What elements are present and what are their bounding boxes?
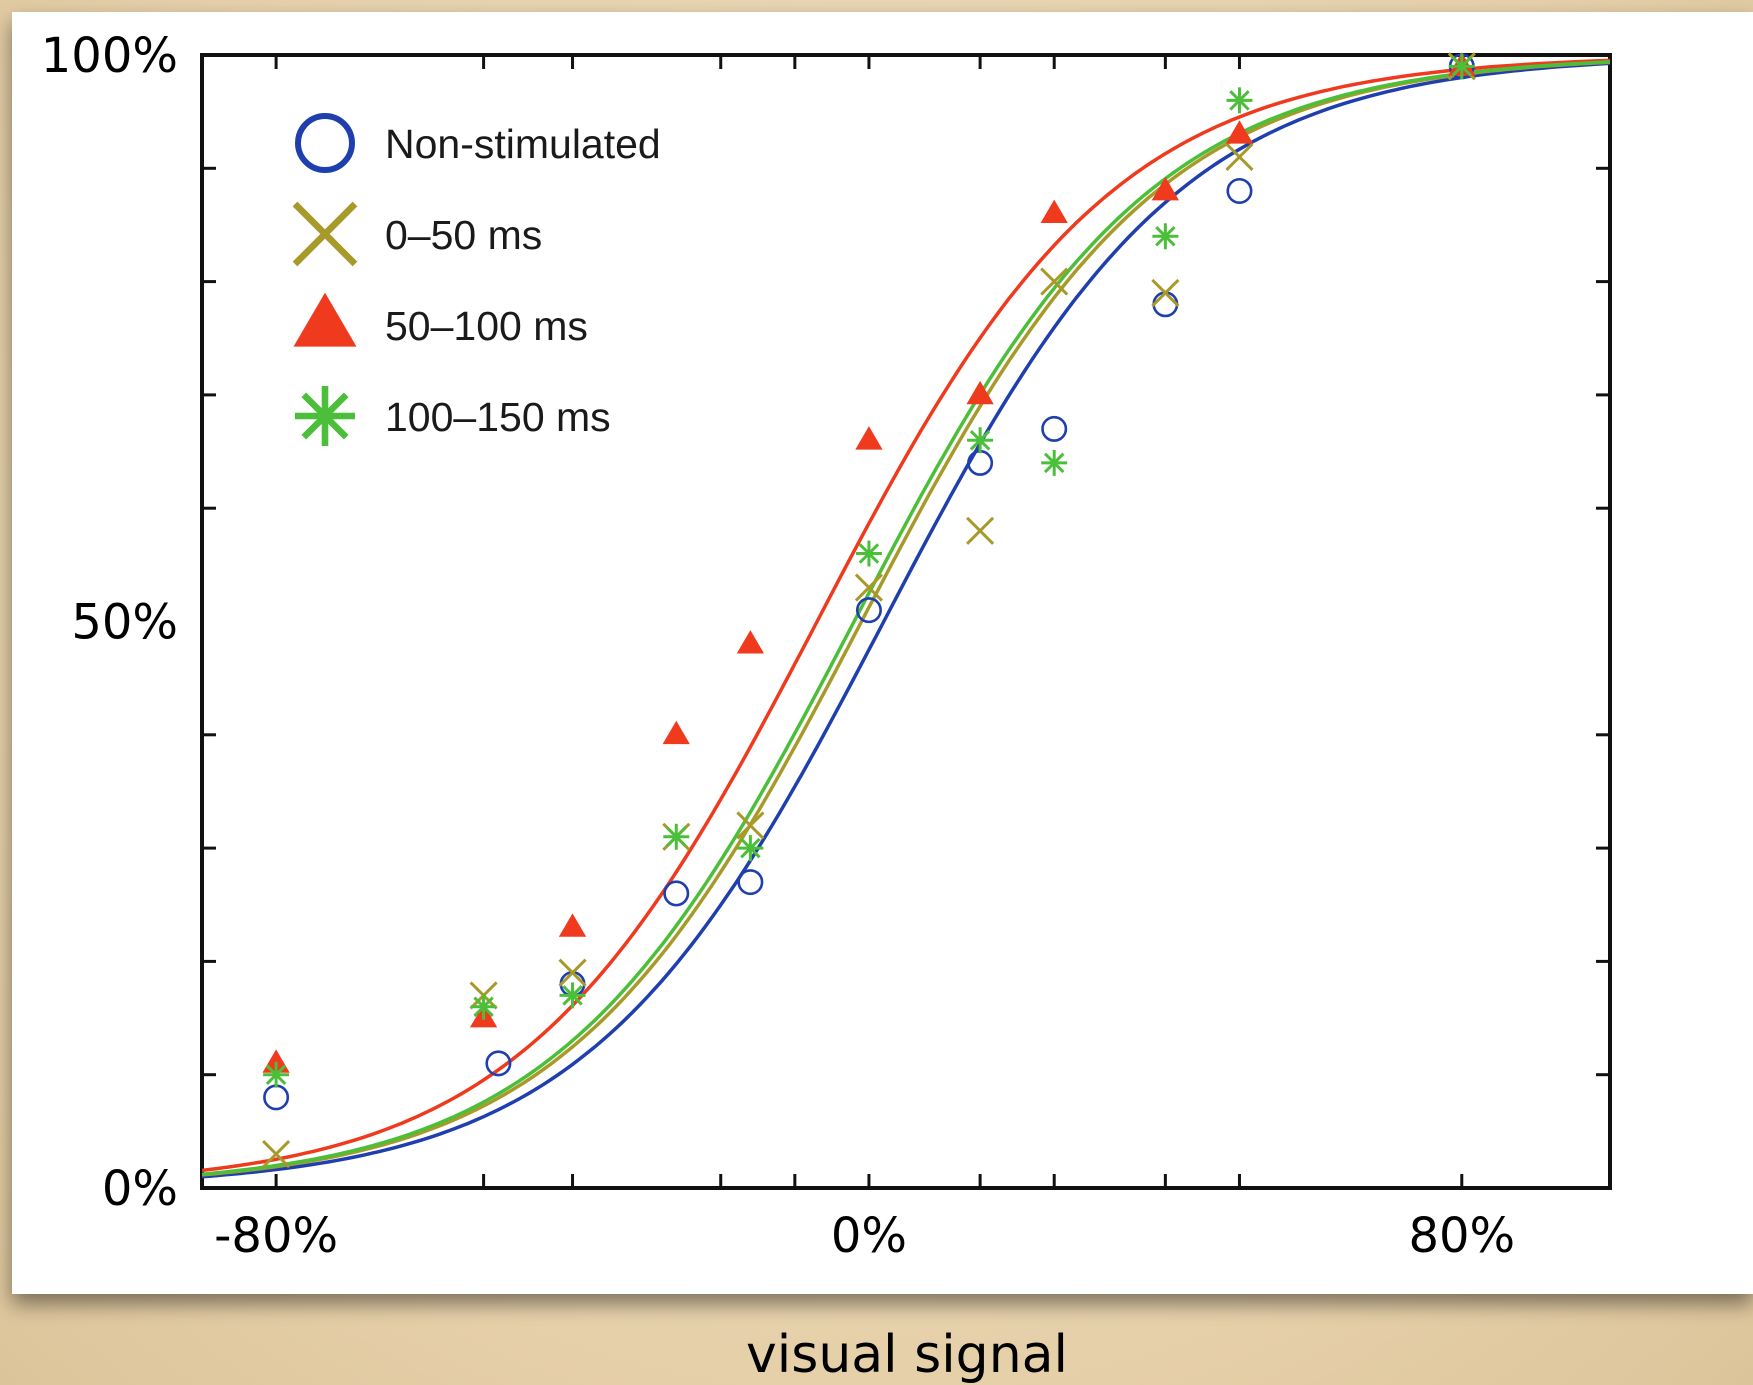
legend-marker (295, 386, 355, 446)
x-tick-label: -80% (214, 1208, 338, 1264)
data-point (663, 880, 690, 907)
data-point (558, 958, 587, 987)
fit-curve (202, 61, 1610, 1179)
x-tick-label: 0% (831, 1208, 907, 1264)
fit-curve (202, 58, 1610, 1173)
data-point (1448, 53, 1475, 80)
data-point (855, 426, 883, 450)
data-point (966, 516, 995, 545)
data-point (662, 720, 690, 745)
legend-label: 100–150 ms (385, 394, 611, 440)
legend: Non-stimulated 0–50 ms 50–100 ms 100–150 ms (292, 113, 661, 446)
data-markers (262, 52, 1476, 1169)
data-point (737, 869, 764, 896)
data-point (470, 993, 497, 1020)
x-axis-label: visual signal (746, 1325, 1068, 1385)
data-point (1040, 267, 1069, 296)
chart-panel (12, 12, 1753, 1294)
y-tick-label: 0% (102, 1161, 178, 1217)
data-point (1151, 176, 1180, 201)
plot-frame (200, 53, 1612, 1190)
data-point (559, 982, 586, 1009)
data-point (262, 1139, 291, 1169)
data-point (1152, 223, 1179, 250)
y-tick-label: 100% (41, 28, 178, 84)
data-point (736, 630, 765, 654)
data-point (1041, 415, 1068, 442)
data-point (966, 380, 994, 405)
data-point (485, 1050, 512, 1077)
data-point (663, 823, 690, 850)
axis-tick-labels: -80% 0% 80% 0% 50% 100% (41, 28, 1515, 1264)
legend-label: Non-stimulated (385, 121, 661, 167)
data-point (1151, 278, 1180, 307)
data-point (854, 573, 884, 602)
data-point (1225, 120, 1254, 144)
legend-marker (293, 292, 357, 347)
legend-item: 0–50 ms (292, 201, 542, 267)
data-point (1041, 449, 1068, 476)
legend-item: Non-stimulated (295, 113, 661, 173)
fit-curve (202, 60, 1610, 1177)
data-point (1226, 87, 1253, 114)
legend-marker (292, 201, 358, 267)
legend-marker (295, 113, 355, 173)
x-tick-label: 80% (1408, 1208, 1515, 1264)
data-point (855, 540, 882, 567)
y-tick-label: 50% (71, 595, 178, 651)
data-point (1226, 177, 1253, 204)
data-point (737, 835, 764, 862)
data-point (1040, 199, 1068, 223)
legend-item: 100–150 ms (295, 386, 611, 446)
fit-curves (202, 58, 1610, 1179)
legend-item: 50–100 ms (293, 292, 588, 349)
data-point (855, 597, 882, 624)
data-point (736, 811, 765, 840)
data-point (558, 913, 587, 937)
plot-border (200, 53, 1612, 1190)
data-point (1225, 142, 1254, 172)
legend-label: 0–50 ms (385, 212, 542, 258)
data-point (967, 427, 994, 454)
data-point (263, 1061, 290, 1088)
legend-label: 50–100 ms (385, 303, 588, 349)
